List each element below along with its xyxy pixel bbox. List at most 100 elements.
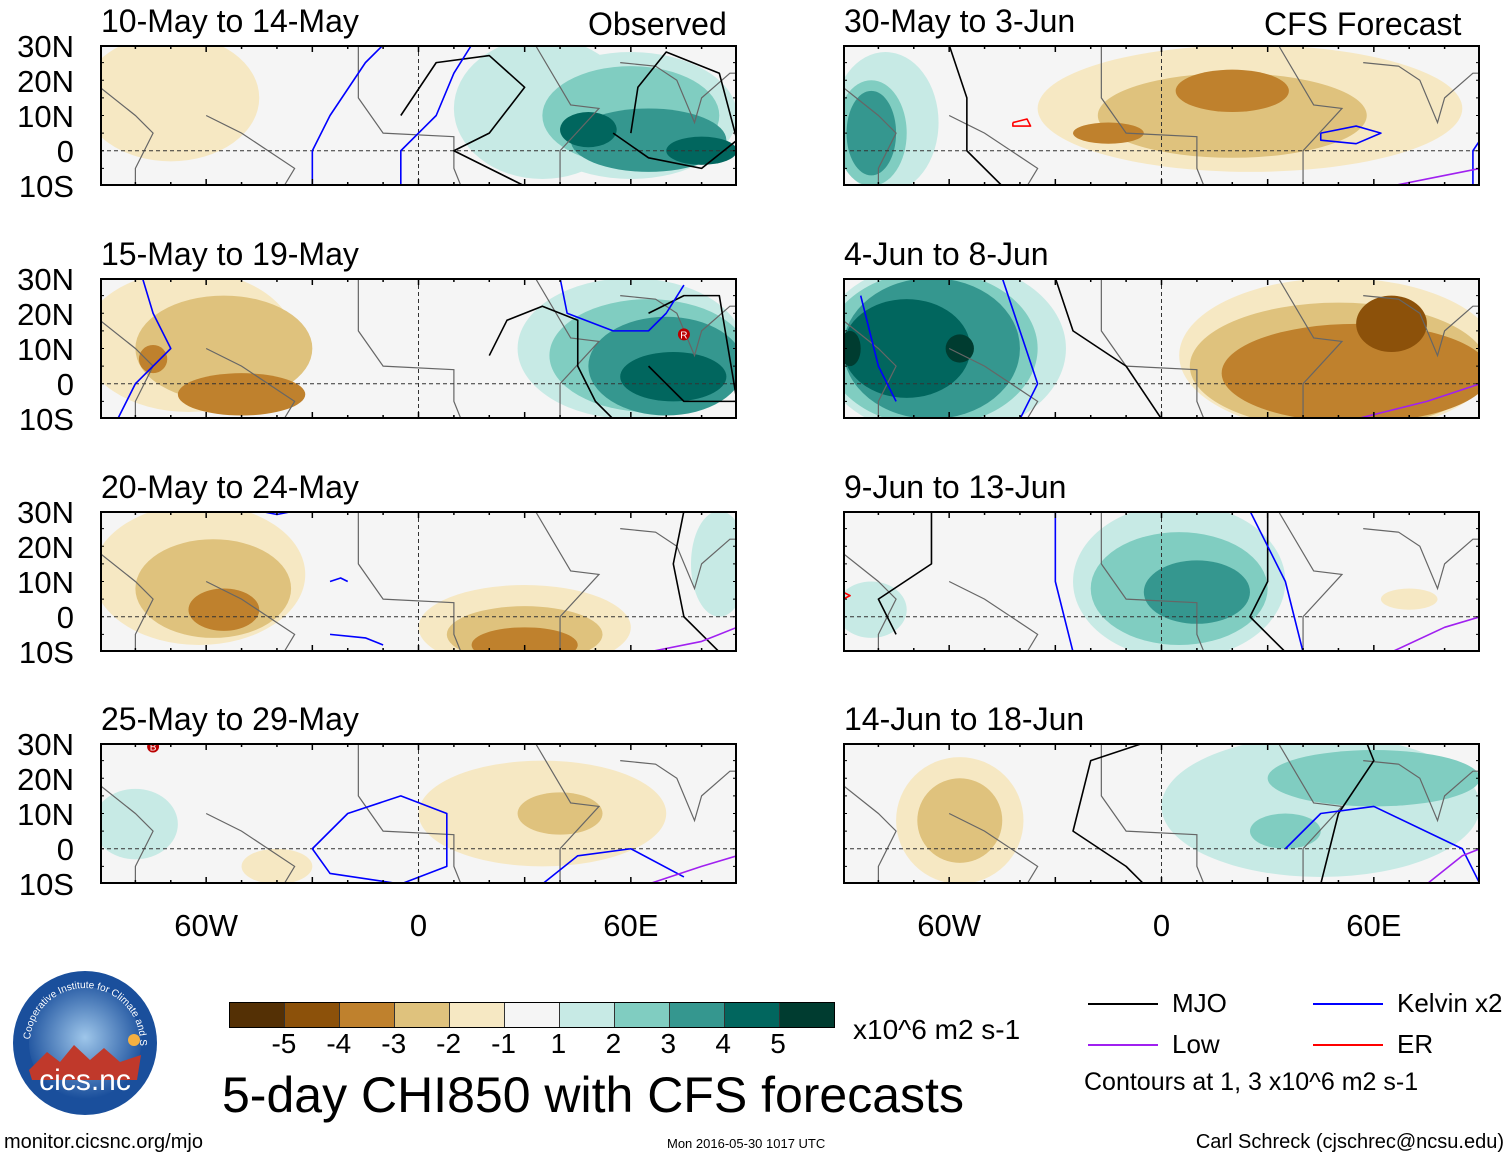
panel-frame: [843, 278, 1480, 419]
chi-anomaly-area: [1356, 295, 1427, 353]
lat-label: 0: [56, 367, 74, 402]
wave-contour: [859, 295, 897, 402]
lat-label: 30N: [17, 29, 74, 64]
lat-label: 30N: [17, 727, 74, 762]
legend-label: Low: [1172, 1029, 1220, 1059]
storm-marker: R: [677, 328, 690, 341]
lat-label: 10N: [17, 797, 74, 832]
legend-mjo: MJO: [1088, 988, 1227, 1019]
chi-anomaly-area: [100, 45, 260, 162]
map-panel: [843, 511, 1480, 652]
panel-title: 14-Jun to 18-Jun: [844, 701, 1085, 737]
wave-contour: [1001, 278, 1039, 419]
colorbar-tick-label: 3: [660, 1028, 677, 1059]
lat-label: 0: [56, 832, 74, 867]
chi-anomaly-area: [620, 352, 727, 402]
wave-contour: [311, 45, 384, 186]
legend-er: ER: [1313, 1029, 1433, 1060]
chi-anomaly-area: [471, 627, 578, 652]
panel-frame: [843, 511, 1480, 652]
colorbar-swatch: [780, 1003, 834, 1027]
colorbar-swatch: [230, 1003, 285, 1027]
panel-title: 10-May to 14-May: [101, 3, 359, 39]
colorbar-swatch: [340, 1003, 395, 1027]
storm-marker: B: [147, 743, 160, 754]
wave-contour: [559, 278, 685, 332]
colorbar-tick-label: -4: [326, 1028, 352, 1059]
wave-contour: [1391, 615, 1480, 652]
panel-title: 4-Jun to 8-Jun: [844, 236, 1049, 272]
figure-title: 5-day CHI850 with CFS forecasts: [222, 1067, 964, 1123]
colorbar-tick-label: 1: [550, 1028, 567, 1059]
colorbar-tick-label: -3: [381, 1028, 407, 1059]
legend-line: [1313, 1043, 1383, 1046]
lon-label: 60W: [174, 908, 239, 943]
panel-title: 30-May to 3-Jun: [844, 3, 1076, 39]
chi-anomaly-area: [666, 136, 737, 165]
observed-label: Observed: [588, 6, 727, 42]
chi-anomaly-area: [1221, 323, 1480, 419]
chi-anomaly-area: [846, 90, 897, 176]
colorbar-tick-label: -2: [436, 1028, 462, 1059]
chi-anomaly-area: [188, 588, 260, 631]
colorbar-swatch: [505, 1003, 560, 1027]
wave-contour: [541, 847, 685, 884]
cicsnc-logo: Cooperative Institute for Climate and Sa…: [9, 962, 158, 1116]
wave-contour: [329, 577, 349, 583]
wave-contour: [1426, 848, 1480, 884]
wave-contour: [329, 633, 384, 646]
chi-anomaly-area: [560, 111, 617, 148]
lon-label: 0: [1152, 908, 1171, 943]
wave-contour: [647, 294, 737, 403]
lat-label: 30N: [17, 495, 74, 530]
chi-anomaly-area: [135, 295, 313, 402]
panel-frame: [100, 45, 737, 186]
legend-label: Kelvin x2: [1397, 988, 1503, 1018]
colorbar-swatch: [725, 1003, 780, 1027]
map-panel: [100, 45, 737, 186]
legend-label: ER: [1397, 1029, 1434, 1059]
lat-label: 10S: [18, 402, 74, 437]
colorbar-tick-label: 4: [715, 1028, 731, 1059]
chi-anomaly-area: [1143, 560, 1250, 624]
lat-label: 20N: [17, 297, 74, 332]
map-panel: B: [100, 743, 737, 884]
wave-contour: [877, 511, 933, 635]
lat-label: 0: [56, 600, 74, 635]
panel-frame: [843, 45, 1480, 186]
chi-anomaly-area: [843, 299, 971, 398]
wave-contour: [311, 795, 448, 884]
footer-url: monitor.cicsnc.org/mjo: [4, 1131, 203, 1153]
chi-anomaly-area: [917, 778, 1003, 863]
wave-contour: [1054, 278, 1163, 419]
lat-label: 30N: [17, 262, 74, 297]
panel-title: 15-May to 19-May: [101, 236, 359, 272]
lat-label: 10N: [17, 99, 74, 134]
chi-anomaly-area: [1073, 122, 1144, 144]
logo-graphic: Cooperative Institute for Climate and Sa…: [9, 962, 157, 1115]
lon-label: 60E: [1346, 908, 1402, 943]
chi-anomaly-area: [1097, 73, 1367, 158]
lon-label: 60E: [603, 908, 659, 943]
wave-contour: [1054, 511, 1074, 652]
colorbar: [229, 1002, 835, 1028]
lon-label: 60W: [917, 908, 982, 943]
wave-contour: [1012, 118, 1032, 127]
chi-anomaly-area: [691, 511, 737, 617]
wave-contour: [488, 305, 614, 419]
chi-anomaly-area: [1175, 69, 1289, 112]
lon-label: 0: [409, 908, 428, 943]
lat-label: 10N: [17, 332, 74, 367]
panel-title: 20-May to 24-May: [101, 469, 359, 505]
svg-text:cics.nc: cics.nc: [39, 1064, 131, 1097]
legend-line: [1088, 1002, 1158, 1005]
lat-label: 10S: [18, 867, 74, 902]
panel-frame: [100, 743, 737, 884]
chi-anomaly-area: [100, 788, 178, 860]
wave-contour: [400, 54, 526, 186]
colorbar-tick-label: 2: [605, 1028, 622, 1059]
legend-line: [1313, 1002, 1383, 1005]
lat-label: 10N: [17, 565, 74, 600]
lat-label: 0: [56, 134, 74, 169]
